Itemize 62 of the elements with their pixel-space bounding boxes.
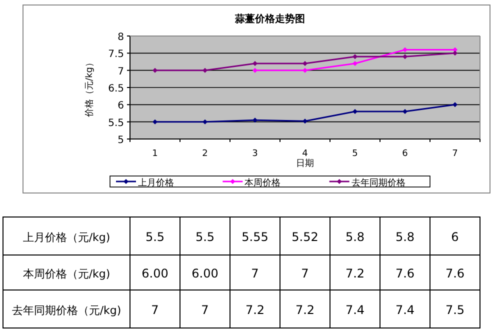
data-label: 7.2 bbox=[345, 266, 365, 280]
x-tick-label: 4 bbox=[302, 149, 308, 159]
text: 6.00 bbox=[192, 266, 218, 280]
point bbox=[402, 54, 408, 60]
text: 上月价格（元/kg) bbox=[22, 231, 110, 244]
point bbox=[402, 47, 408, 52]
x-tick-label: 3 bbox=[252, 149, 258, 159]
data-label: 5.5 bbox=[145, 230, 165, 244]
data-label: 7 bbox=[301, 266, 309, 280]
point bbox=[252, 118, 258, 123]
legend-label: 上月价格 bbox=[138, 178, 174, 188]
x-tick-label: 2 bbox=[202, 149, 208, 159]
text: 6.00 bbox=[142, 266, 168, 280]
y-tick-label: 5.5 bbox=[108, 118, 124, 129]
legend-label: 本周价格 bbox=[244, 178, 281, 188]
x-tick-label: 5 bbox=[352, 149, 358, 159]
data-label: 7.2 bbox=[295, 303, 315, 317]
text: 本周价格（元/kg) bbox=[22, 268, 110, 280]
point bbox=[402, 109, 408, 114]
point bbox=[152, 119, 158, 124]
data-label: 7.5 bbox=[445, 303, 465, 317]
x-tick-label: 7 bbox=[452, 149, 458, 159]
data-label: 5.8 bbox=[345, 230, 365, 244]
data-label: 7.4 bbox=[395, 303, 415, 317]
data-label: 7.4 bbox=[345, 303, 365, 317]
point bbox=[152, 68, 158, 73]
x-tick-label: 6 bbox=[402, 149, 408, 159]
point bbox=[302, 118, 308, 124]
text: 去年同期价格（元/kg) bbox=[12, 304, 122, 317]
point bbox=[252, 60, 258, 66]
y-axis-title: 价格（元/kg） bbox=[84, 58, 95, 118]
point bbox=[352, 54, 358, 60]
data-label: 5.52 bbox=[292, 230, 318, 244]
point bbox=[452, 50, 458, 56]
y-tick-label: 6 bbox=[118, 100, 124, 112]
data-label: 7 bbox=[251, 266, 259, 280]
data-label: 7 bbox=[151, 303, 159, 317]
data-label: 7.6 bbox=[395, 266, 415, 280]
chart-title: 蒜薹价格走势图 bbox=[234, 13, 305, 25]
data-label: 5.5 bbox=[195, 230, 215, 244]
point bbox=[252, 68, 258, 73]
legend-label: 去年同期价格 bbox=[351, 178, 406, 188]
point bbox=[352, 60, 358, 66]
data-label: 6 bbox=[451, 230, 459, 244]
y-tick-label: 8 bbox=[118, 32, 124, 43]
data-label: 7.2 bbox=[245, 303, 265, 317]
data-label: 7.6 bbox=[445, 266, 465, 280]
point bbox=[352, 109, 358, 114]
data-label: 5.8 bbox=[395, 230, 415, 244]
y-tick-label: 5 bbox=[118, 135, 124, 146]
data-label: 5.55 bbox=[242, 230, 268, 244]
point bbox=[452, 102, 458, 108]
data-label: 7 bbox=[201, 303, 209, 317]
y-tick-label: 6.5 bbox=[108, 84, 124, 94]
point bbox=[202, 119, 208, 124]
point bbox=[202, 68, 208, 73]
y-tick-label: 7 bbox=[118, 66, 124, 78]
point bbox=[302, 60, 308, 66]
x-tick-label: 1 bbox=[152, 149, 158, 159]
y-tick-label: 7.5 bbox=[108, 49, 124, 60]
x-axis-title: 日期 bbox=[296, 158, 314, 169]
point bbox=[302, 68, 308, 73]
